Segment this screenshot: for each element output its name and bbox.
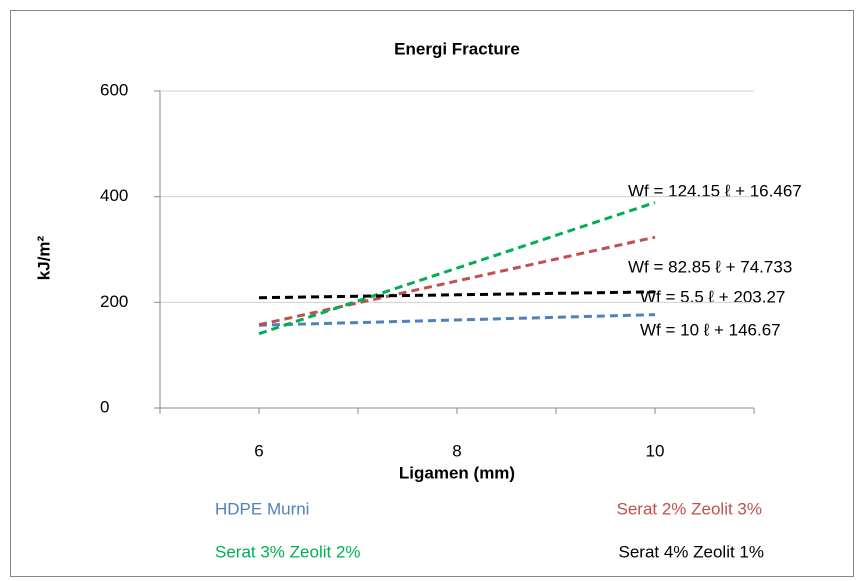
x-tick-label: 6 [254,441,263,460]
legend-entry: HDPE Murni [215,499,309,518]
y-axis-label: kJ/m² [34,235,53,280]
x-tick-label: 10 [646,441,665,460]
trend-line [258,201,656,336]
legend-entry: Serat 4% Zeolit 1% [618,542,764,561]
annotation: Wf = 124.15 ℓ + 16.467 [628,181,802,200]
x-tick-label: 8 [452,441,461,460]
trend-line [258,313,656,327]
x-axis-label: Ligamen (mm) [399,463,515,482]
chart-title: Energi Fracture [394,39,520,58]
y-tick-label: 400 [100,186,128,205]
trend-line [258,290,656,300]
annotation: Wf = 5.5 ℓ + 203.27 [640,287,785,306]
y-tick-label: 200 [100,292,128,311]
y-tick-label: 600 [100,80,128,99]
y-tick-label: 0 [100,397,109,416]
annotation: Wf = 82.85 ℓ + 74.733 [628,257,792,276]
annotation: Wf = 10 ℓ + 146.67 [640,320,781,339]
frame [10,10,854,577]
legend-entry: Serat 3% Zeolit 2% [215,542,361,561]
trend-line [258,235,656,327]
legend-entry: Serat 2% Zeolit 3% [616,499,762,518]
